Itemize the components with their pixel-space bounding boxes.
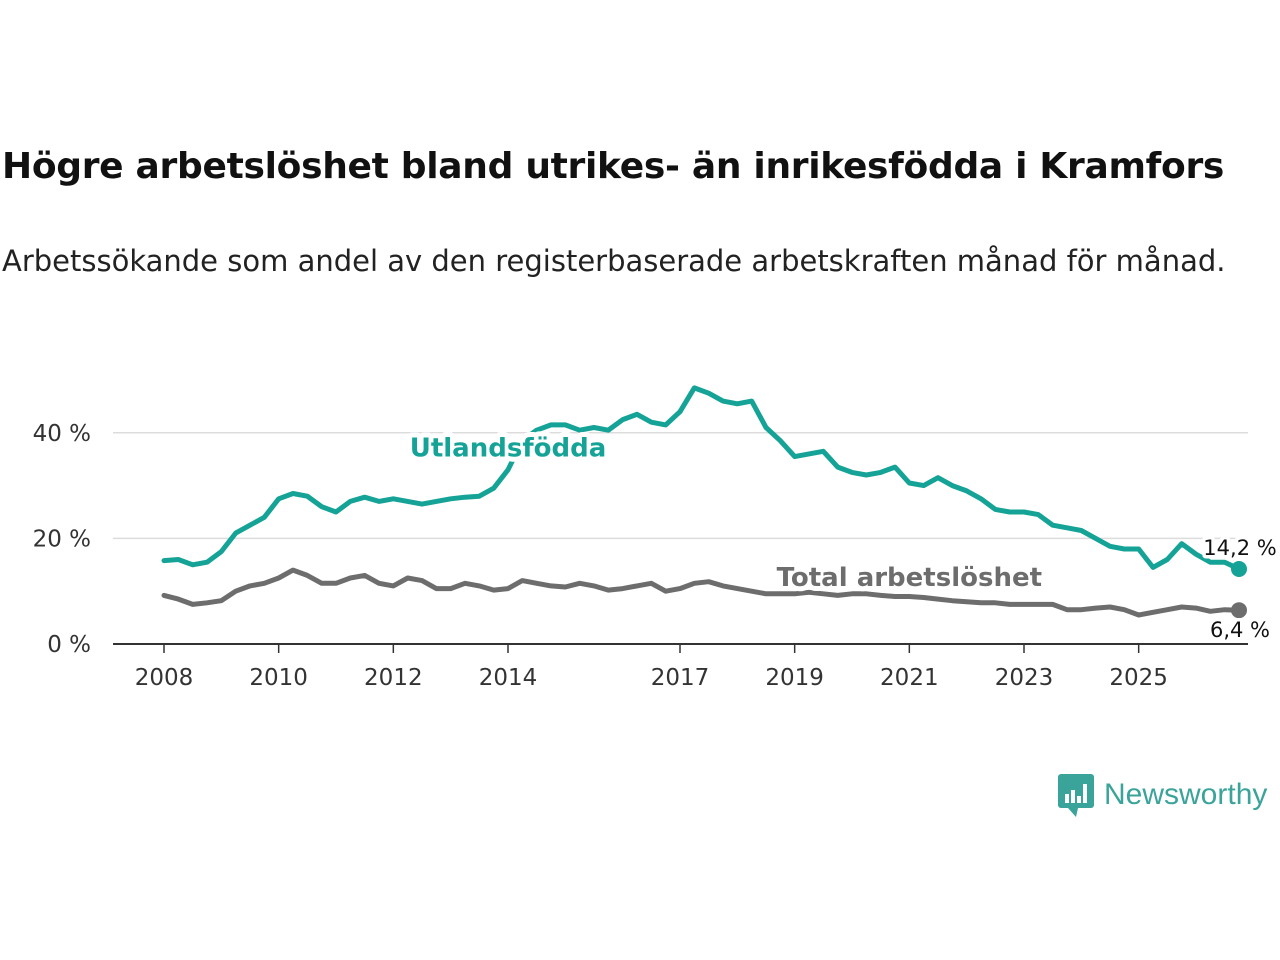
series-end-point xyxy=(1231,602,1247,619)
series-line-utlandsfodda xyxy=(161,385,1242,572)
x-tick-label: 2025 xyxy=(1109,665,1168,691)
series-line-total xyxy=(161,567,1242,618)
x-tick-label: 2008 xyxy=(135,665,194,691)
end-value-halo: 14,2 % xyxy=(1203,536,1276,560)
y-tick-label: 40 % xyxy=(33,421,91,447)
series-label-halo: Total arbetslöshet xyxy=(777,563,1042,593)
end-value-label: 6,4 % xyxy=(1210,618,1270,642)
series-label: Utlandsfödda xyxy=(410,434,607,464)
x-tick-label: 2010 xyxy=(249,665,308,691)
x-tick-label: 2019 xyxy=(765,665,824,691)
series-end-point xyxy=(1231,561,1247,578)
x-tick-label: 2017 xyxy=(651,665,710,691)
y-tick-label: 20 % xyxy=(33,526,91,552)
end-value-label: 14,2 % xyxy=(1203,536,1276,560)
newsworthy-logo-icon xyxy=(1058,774,1094,817)
y-tick-label: 0 % xyxy=(47,632,91,658)
line-chart: 0 % 20 % 40 % 2008 2010 2012 2014 2017 2019 2021 2… xyxy=(33,385,1280,691)
series-label-halo: Utlandsfödda xyxy=(410,434,607,464)
chart-subtitle: Arbetssökande som andel av den registerb… xyxy=(2,244,1226,278)
x-tick-label: 2023 xyxy=(995,665,1054,691)
chart-title: Högre arbetslöshet bland utrikes- än inr… xyxy=(2,146,1225,187)
series-label: Total arbetslöshet xyxy=(777,563,1042,593)
axes: 0 % 20 % 40 % 2008 2010 2012 2014 2017 2019 2021 2… xyxy=(33,421,1248,691)
series-lines xyxy=(161,385,1247,619)
x-tick-label: 2014 xyxy=(479,665,538,691)
gridlines xyxy=(113,432,1248,540)
x-tick-label: 2021 xyxy=(880,665,939,691)
brand-name: Newsworthy xyxy=(1104,778,1268,811)
x-tick-label: 2012 xyxy=(364,665,423,691)
end-value-halo: 6,4 % xyxy=(1210,618,1270,642)
newsworthy-logo[interactable]: Newsworthy xyxy=(1058,772,1267,818)
